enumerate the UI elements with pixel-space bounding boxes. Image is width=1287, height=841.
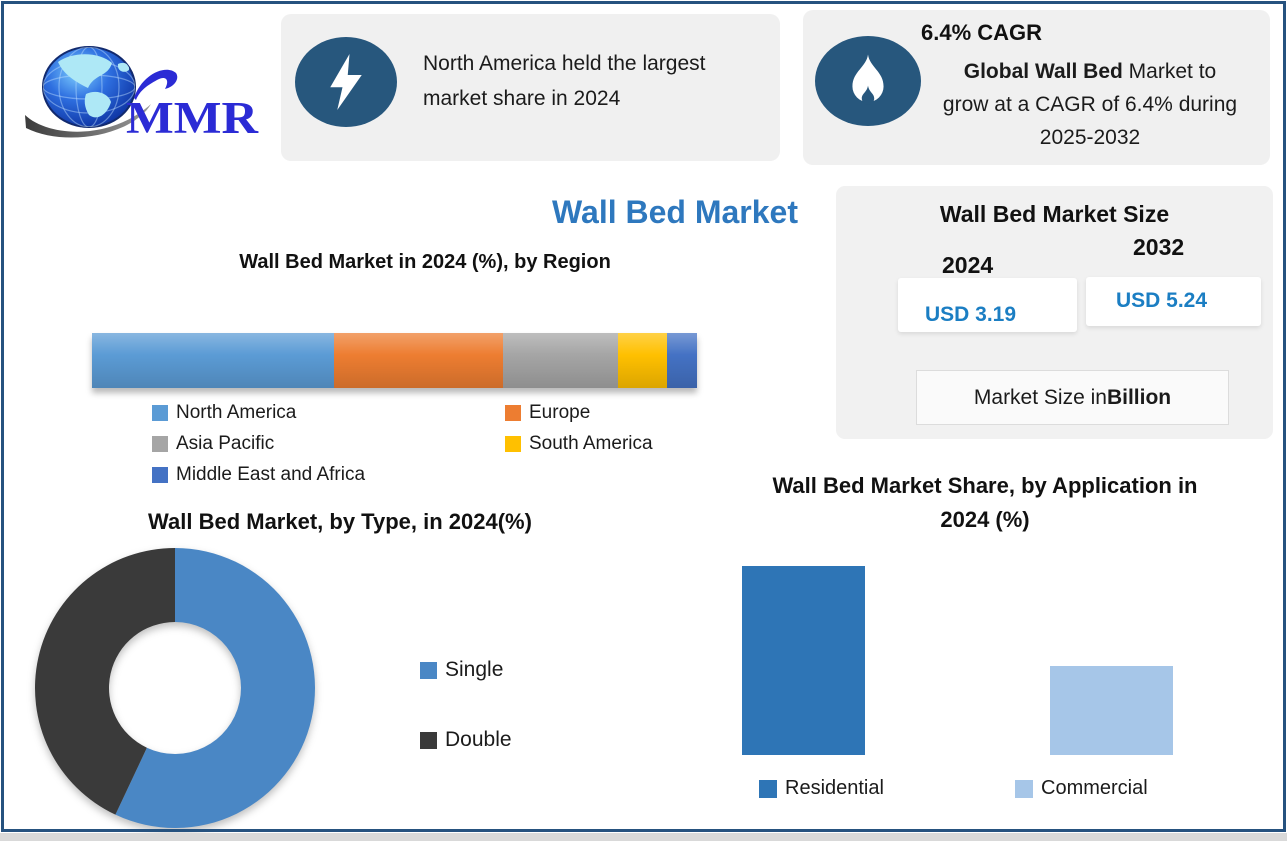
market-size-panel: Wall Bed Market Size 2024 2032 USD 3.19 …	[836, 186, 1273, 439]
callout-cagr: 6.4% CAGR Global Wall Bed Market to grow…	[803, 10, 1270, 165]
legend-swatch-europe	[505, 405, 521, 421]
legend-label-double: Double	[445, 728, 512, 751]
legend-label-south-america: South America	[529, 433, 653, 454]
legend-item-double: Double	[420, 728, 512, 752]
cagr-line3: 2025-2032	[1039, 126, 1141, 149]
donut-slice-double	[34, 548, 175, 815]
legend-item-middle-east-africa: Middle East and Africa	[152, 464, 365, 486]
cagr-line1-rest: Market to	[1122, 60, 1217, 83]
legend-swatch-double	[420, 731, 437, 749]
year-2032-label: 2032	[1133, 234, 1185, 260]
region-stacked-bar	[92, 333, 697, 388]
type-chart-title: Wall Bed Market, by Type, in 2024(%)	[148, 509, 532, 534]
flame-icon	[815, 36, 921, 126]
market-size-note: Market Size in Billion	[916, 370, 1229, 425]
callout-north-america-text: North America held the largest market sh…	[423, 46, 773, 116]
legend-label-commercial: Commercial	[1041, 777, 1148, 799]
legend-swatch-single	[420, 661, 437, 679]
bar-segment-middle-east-africa	[666, 333, 697, 388]
legend-item-south-america: South America	[505, 433, 653, 455]
legend-item-europe: Europe	[505, 402, 590, 424]
cagr-line1-bold: Global Wall Bed	[963, 60, 1123, 83]
legend-swatch-commercial	[1015, 779, 1033, 798]
region-chart-title: Wall Bed Market in 2024 (%), by Region	[239, 251, 611, 273]
callout-north-america: North America held the largest market sh…	[281, 14, 780, 161]
legend-item-residential: Residential	[759, 777, 884, 800]
legend-swatch-middle-east-africa	[152, 467, 168, 483]
year-2024-label: 2024	[942, 252, 994, 278]
legend-swatch-south-america	[505, 436, 521, 452]
bar-residential	[742, 566, 865, 755]
legend-item-single: Single	[420, 658, 503, 682]
legend-item-north-america: North America	[152, 402, 296, 424]
market-size-title: Wall Bed Market Size	[939, 201, 1170, 227]
market-size-card-2032: USD 5.24	[1086, 277, 1261, 326]
cagr-line1: Global Wall Bed Market to	[915, 55, 1265, 88]
note-text: Market Size in	[973, 385, 1107, 409]
market-size-value-2032: USD 5.24	[1116, 289, 1208, 312]
type-donut-chart	[25, 548, 325, 832]
market-size-card-2024: USD 3.19	[898, 278, 1077, 332]
legend-label-europe: Europe	[529, 402, 591, 423]
bar-segment-europe	[334, 333, 504, 388]
callout-na-line1: North America held the largest	[423, 52, 706, 75]
bar-segment-south-america	[618, 333, 667, 388]
bar-segment-north-america	[92, 333, 334, 388]
legend-label-north-america: North America	[176, 402, 297, 423]
legend-label-residential: Residential	[785, 777, 884, 799]
legend-swatch-asia-pacific	[152, 436, 168, 452]
note-bold: Billion	[1106, 385, 1172, 409]
market-size-value-2024: USD 3.19	[925, 303, 1017, 326]
legend-item-asia-pacific: Asia Pacific	[152, 433, 274, 455]
bottom-strip	[0, 833, 1287, 841]
legend-item-commercial: Commercial	[1015, 777, 1148, 800]
logo-text: MMR	[126, 93, 259, 140]
cagr-heading: 6.4% CAGR	[921, 20, 1043, 45]
application-chart-title: Wall Bed Market Share, by Application in…	[772, 473, 1198, 532]
legend-swatch-residential	[759, 779, 777, 798]
legend-label-single: Single	[445, 658, 504, 681]
legend-swatch-north-america	[152, 405, 168, 421]
callout-na-line2: market share in 2024	[423, 87, 621, 110]
globe-logo-icon: MMR	[25, 46, 259, 143]
mmr-logo: MMR	[18, 34, 263, 143]
bar-segment-asia-pacific	[503, 333, 619, 388]
legend-label-middle-east-africa: Middle East and Africa	[176, 464, 366, 485]
page-title: Wall Bed Market	[552, 194, 798, 230]
lightning-icon	[295, 37, 397, 127]
legend-label-asia-pacific: Asia Pacific	[176, 433, 275, 454]
cagr-body: Global Wall Bed Market to grow at a CAGR…	[915, 55, 1265, 154]
donut-slice-single	[115, 548, 315, 828]
bar-commercial	[1050, 666, 1173, 755]
cagr-line2: grow at a CAGR of 6.4% during	[942, 93, 1238, 116]
